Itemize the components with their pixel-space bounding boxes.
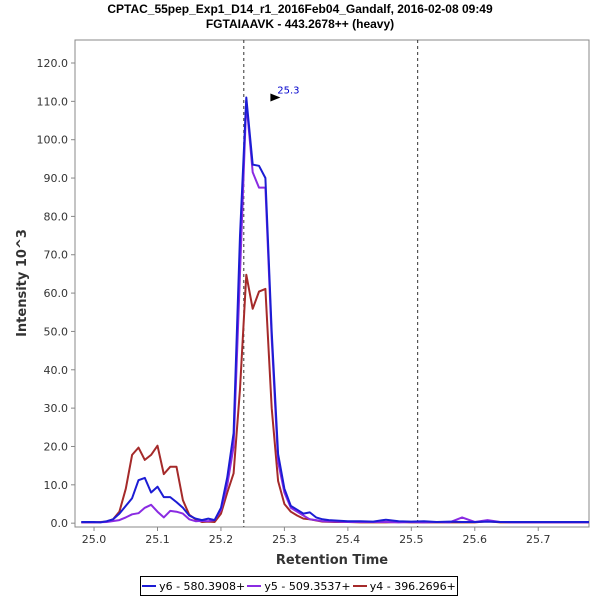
x-tick-label: 25.0: [82, 533, 107, 546]
x-tick-label: 25.5: [399, 533, 424, 546]
series-line-y5: [81, 100, 589, 524]
y-tick-label: 50.0: [44, 325, 69, 338]
y-tick-label: 120.0: [37, 57, 69, 70]
legend-label-y6: y6 - 580.3908+: [159, 579, 246, 593]
legend-item-y6: y6 - 580.3908+: [142, 580, 245, 593]
legend-swatch-y5: [247, 585, 262, 587]
y-tick-label: 70.0: [44, 249, 69, 262]
y-tick-label: 10.0: [44, 479, 69, 492]
y-tick-label: 40.0: [44, 364, 69, 377]
x-tick-label: 25.7: [526, 533, 551, 546]
legend-swatch-y4: [352, 585, 367, 587]
y-tick-label: 80.0: [44, 210, 69, 223]
y-tick-label: 100.0: [37, 134, 69, 147]
y-tick-label: 30.0: [44, 402, 69, 415]
chart-title: CPTAC_55pep_Exp1_D14_r1_2016Feb04_Gandal…: [107, 2, 493, 16]
legend-item-y4: y4 - 396.2696+: [352, 579, 456, 593]
peak-annotation-label: 25.3: [277, 86, 299, 97]
plot-area: 0.0 10.0 20.0 30.0 40.0 50.0 60.0 70.0 80.0 90.0 1…: [37, 39, 590, 546]
x-tick-label: 25.4: [336, 533, 361, 546]
y-axis-label: Intensity 10^3: [15, 229, 30, 337]
legend-swatch-y6: [142, 585, 157, 587]
series-line-y6: [81, 96, 589, 524]
plot-frame: [74, 39, 590, 528]
x-tick-label: 25.1: [145, 533, 170, 546]
legend-item-y5: y5 - 509.3537+: [247, 579, 351, 593]
peak-marker-arrow: [270, 93, 281, 102]
y-tick-label: 0.0: [51, 517, 69, 530]
legend-label-y5: y5 - 509.3537+: [264, 579, 351, 593]
x-tick-label: 25.3: [272, 533, 297, 546]
x-tick-label: 25.2: [209, 533, 234, 546]
y-tick-label: 60.0: [44, 287, 69, 300]
chart-subtitle: FGTAIAAVK - 443.2678++ (heavy): [206, 17, 394, 31]
legend-label-y4: y4 - 396.2696+: [369, 579, 456, 593]
y-tick-label: 20.0: [44, 440, 69, 453]
y-tick-label: 90.0: [44, 172, 69, 185]
x-axis-label: Retention Time: [276, 553, 388, 568]
y-tick-label: 110.0: [37, 95, 69, 108]
x-tick-label: 25.6: [463, 533, 488, 546]
legend: y6 - 580.3908+ y5 - 509.3537+ y4 - 396.2…: [140, 576, 458, 596]
